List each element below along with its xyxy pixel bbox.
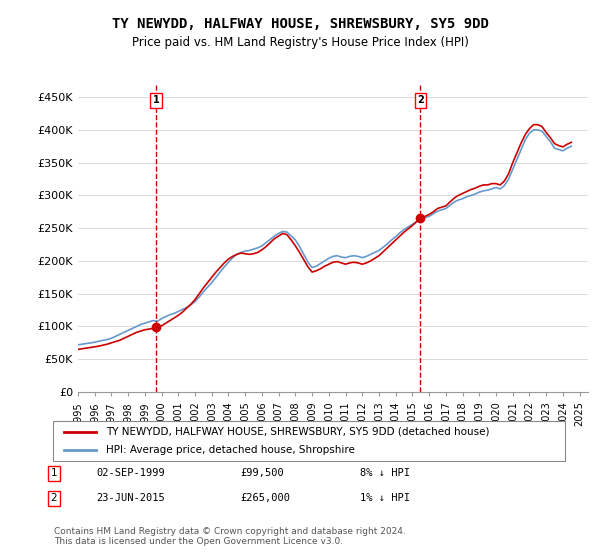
Text: 8% ↓ HPI: 8% ↓ HPI — [360, 468, 410, 478]
Text: £99,500: £99,500 — [240, 468, 284, 478]
FancyBboxPatch shape — [53, 421, 565, 461]
Text: 1: 1 — [153, 95, 160, 105]
Text: 1% ↓ HPI: 1% ↓ HPI — [360, 493, 410, 503]
Text: HPI: Average price, detached house, Shropshire: HPI: Average price, detached house, Shro… — [106, 445, 355, 455]
Text: 02-SEP-1999: 02-SEP-1999 — [96, 468, 165, 478]
Text: TY NEWYDD, HALFWAY HOUSE, SHREWSBURY, SY5 9DD (detached house): TY NEWYDD, HALFWAY HOUSE, SHREWSBURY, SY… — [106, 427, 490, 437]
Text: TY NEWYDD, HALFWAY HOUSE, SHREWSBURY, SY5 9DD: TY NEWYDD, HALFWAY HOUSE, SHREWSBURY, SY… — [112, 17, 488, 31]
Text: 23-JUN-2015: 23-JUN-2015 — [96, 493, 165, 503]
Text: 2: 2 — [50, 493, 58, 503]
Text: 1: 1 — [50, 468, 58, 478]
Text: 2: 2 — [417, 95, 424, 105]
Text: Contains HM Land Registry data © Crown copyright and database right 2024.
This d: Contains HM Land Registry data © Crown c… — [54, 526, 406, 546]
Text: £265,000: £265,000 — [240, 493, 290, 503]
Text: Price paid vs. HM Land Registry's House Price Index (HPI): Price paid vs. HM Land Registry's House … — [131, 36, 469, 49]
